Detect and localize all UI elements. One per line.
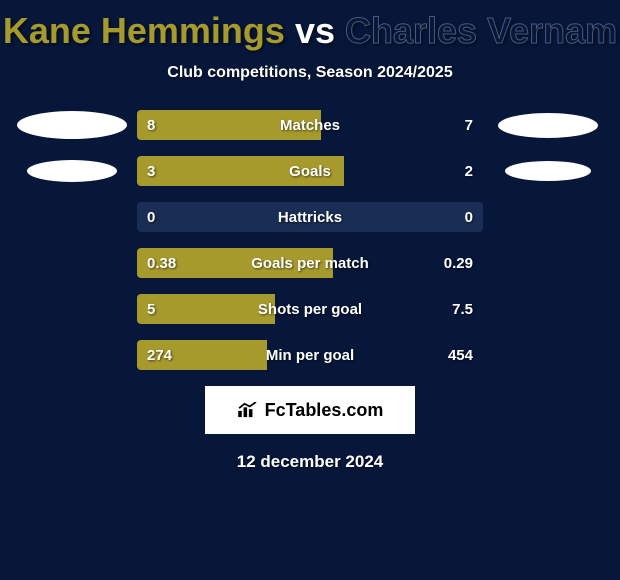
right-bubble-slot [493, 202, 603, 232]
stat-bar: 87Matches [137, 110, 483, 140]
right-bubble-slot [493, 156, 603, 186]
brand-box[interactable]: FcTables.com [205, 386, 415, 434]
right-bubble-slot [493, 340, 603, 370]
left-bubble-slot [17, 248, 127, 278]
left-bubble-slot [17, 110, 127, 140]
stat-row: 57.5Shots per goal [0, 294, 620, 324]
stat-row: 274454Min per goal [0, 340, 620, 370]
right-bubble [505, 161, 591, 181]
stat-bar: 57.5Shots per goal [137, 294, 483, 324]
stats-container: 87Matches 32Goals 00Hattricks 0.380.29Goals… [0, 110, 620, 370]
stat-label: Matches [137, 110, 483, 140]
stat-label: Min per goal [137, 340, 483, 370]
stat-row: 87Matches [0, 110, 620, 140]
comparison-title: Kane Hemmings vs Charles Vernam [0, 0, 620, 52]
right-bubble-slot [493, 294, 603, 324]
stat-label: Goals per match [137, 248, 483, 278]
right-bubble-slot [493, 110, 603, 140]
stat-bar: 0.380.29Goals per match [137, 248, 483, 278]
stat-label: Shots per goal [137, 294, 483, 324]
left-bubble [27, 160, 117, 182]
right-bubble-slot [493, 248, 603, 278]
left-bubble-slot [17, 202, 127, 232]
brand-text: FcTables.com [265, 400, 384, 421]
vs-text: vs [295, 10, 335, 51]
player1-name: Kane Hemmings [3, 10, 285, 51]
stat-bar: 274454Min per goal [137, 340, 483, 370]
date-text: 12 december 2024 [0, 452, 620, 472]
left-bubble [17, 111, 127, 139]
stat-label: Goals [137, 156, 483, 186]
right-bubble [498, 113, 598, 138]
left-bubble-slot [17, 156, 127, 186]
left-bubble-slot [17, 294, 127, 324]
stat-row: 0.380.29Goals per match [0, 248, 620, 278]
stat-row: 00Hattricks [0, 202, 620, 232]
stat-row: 32Goals [0, 156, 620, 186]
stat-bar: 00Hattricks [137, 202, 483, 232]
stat-label: Hattricks [137, 202, 483, 232]
left-bubble-slot [17, 340, 127, 370]
chart-icon [237, 402, 259, 418]
stat-bar: 32Goals [137, 156, 483, 186]
player2-name: Charles Vernam [345, 10, 617, 51]
subtitle: Club competitions, Season 2024/2025 [0, 64, 620, 82]
